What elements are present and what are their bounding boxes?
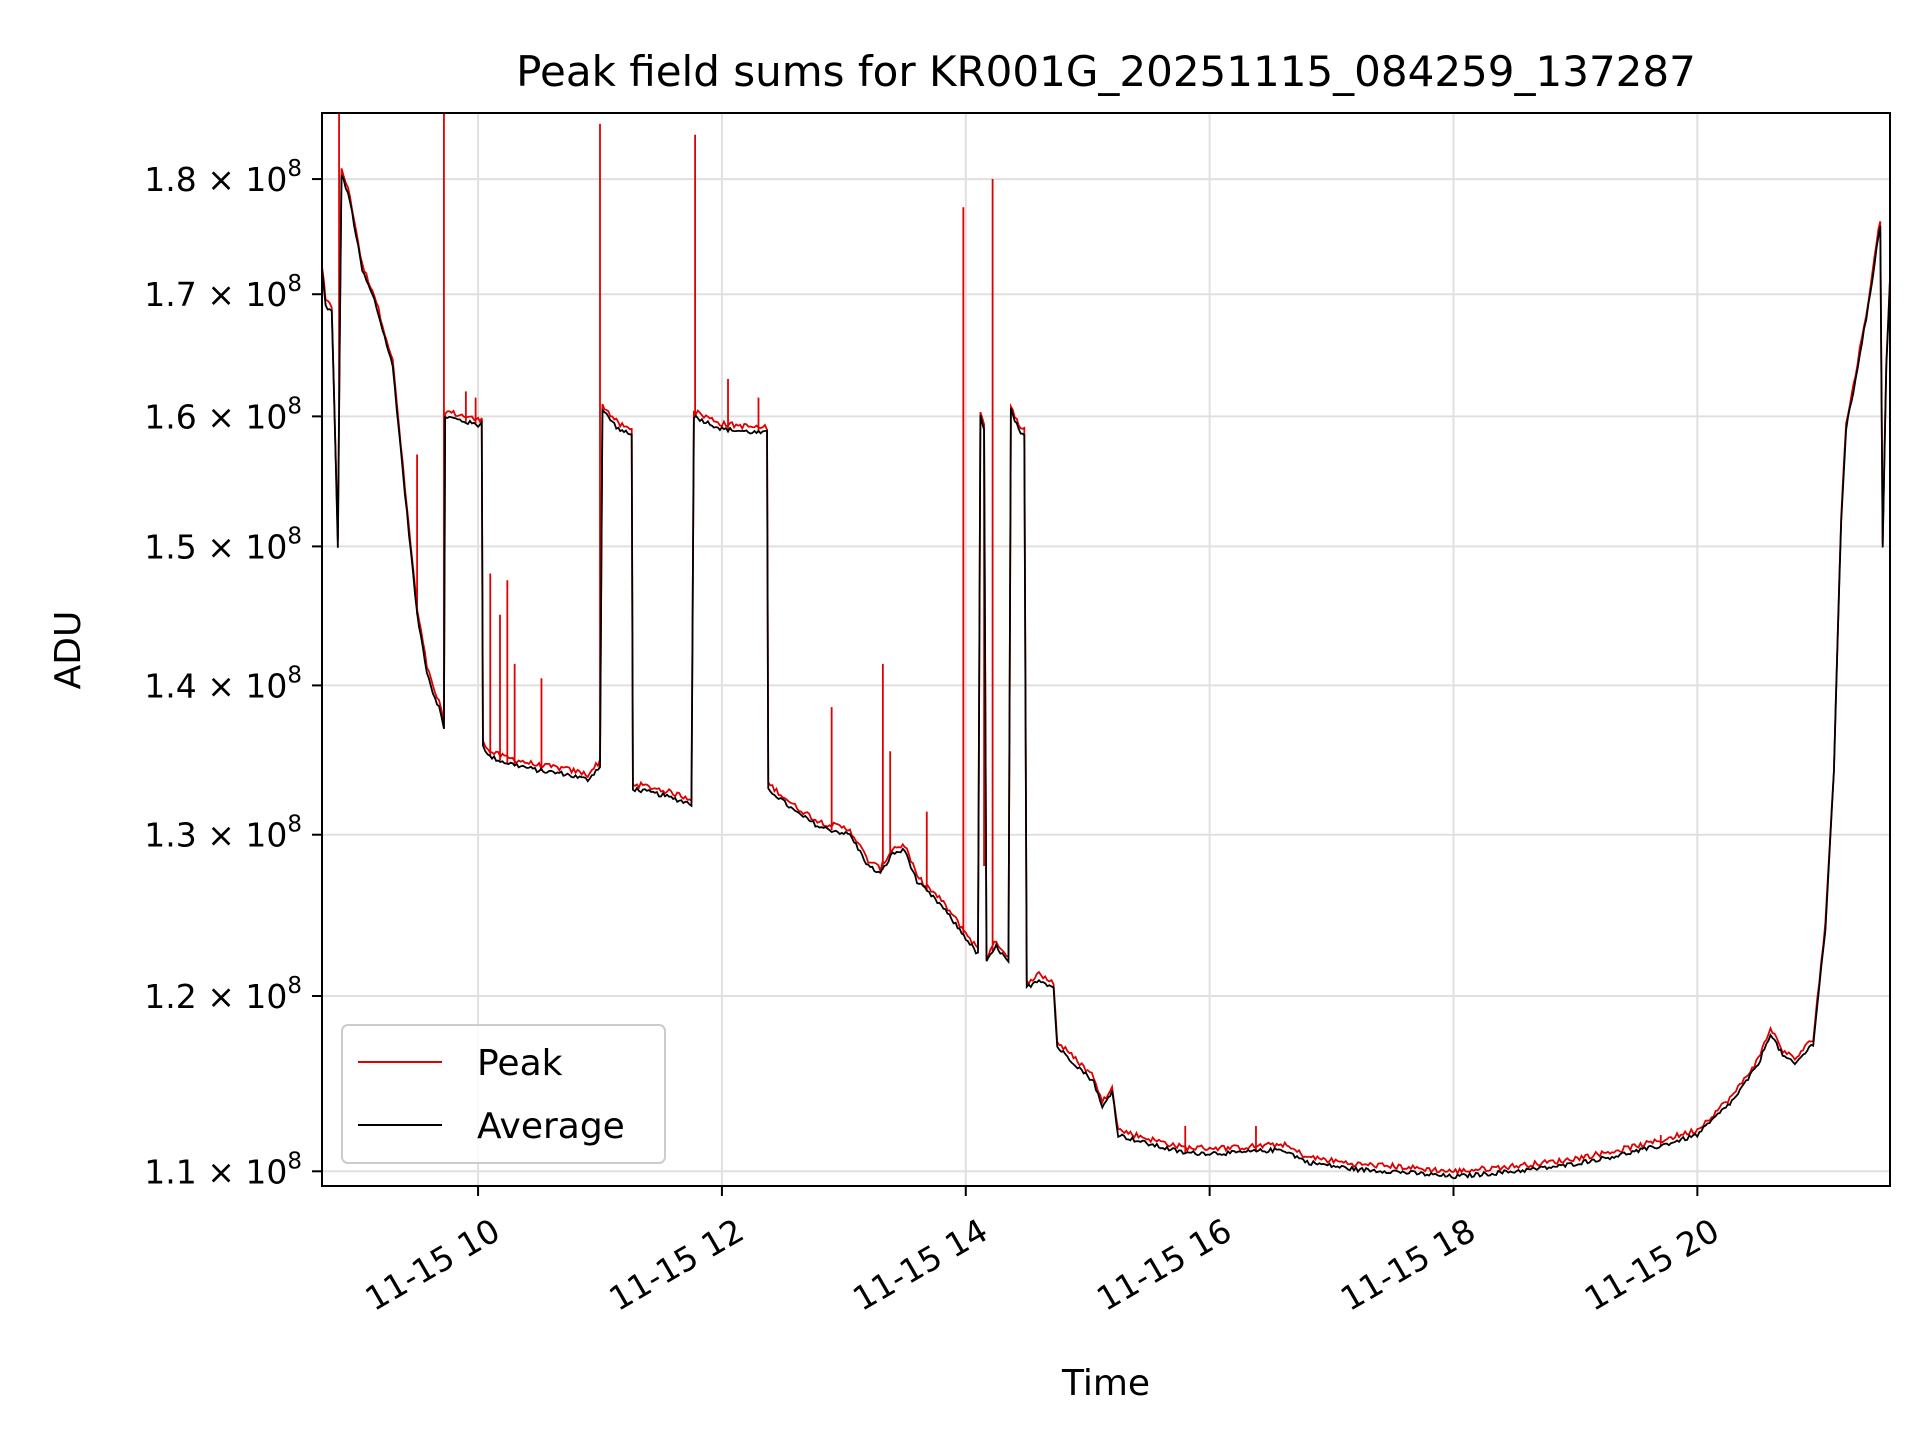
series-average-line <box>322 174 1890 1180</box>
y-tick-times: × 10 <box>197 1152 288 1191</box>
y-tick-exponent: 8 <box>287 662 302 688</box>
y-tick-times: × 10 <box>197 527 288 566</box>
y-tick-label: 1.1 × 108 <box>144 1148 302 1191</box>
y-tick-times: × 10 <box>197 397 288 436</box>
y-tick-exponent: 8 <box>287 973 302 999</box>
y-tick-mantissa: 1.2 <box>144 977 196 1016</box>
x-axis-label: Time <box>1061 1363 1150 1404</box>
legend-box <box>341 1024 666 1164</box>
y-tick-exponent: 8 <box>287 812 302 838</box>
axes-frame <box>321 112 1891 1187</box>
y-tick-label: 1.5 × 108 <box>144 523 302 566</box>
y-tick-label: 1.3 × 108 <box>144 812 302 855</box>
y-axis-label: ADU <box>48 611 89 690</box>
y-tick-exponent: 8 <box>287 156 302 182</box>
legend-label-average: Average <box>477 1106 625 1147</box>
y-tick-exponent: 8 <box>287 271 302 297</box>
legend-label-peak: Peak <box>477 1043 563 1084</box>
y-tick-mantissa: 1.1 <box>144 1152 196 1191</box>
y-tick-mantissa: 1.4 <box>144 666 196 705</box>
y-tick-mantissa: 1.6 <box>144 397 196 436</box>
y-tick-label: 1.6 × 108 <box>144 393 302 436</box>
y-tick-exponent: 8 <box>287 393 302 419</box>
y-tick-times: × 10 <box>197 666 288 705</box>
y-tick-mantissa: 1.7 <box>144 275 196 314</box>
y-tick-mantissa: 1.8 <box>144 160 196 199</box>
y-tick-times: × 10 <box>197 816 288 855</box>
y-tick-exponent: 8 <box>287 523 302 549</box>
y-tick-label: 1.2 × 108 <box>144 973 302 1016</box>
y-tick-label: 1.7 × 108 <box>144 271 302 314</box>
y-tick-label: 1.8 × 108 <box>144 156 302 199</box>
y-tick-times: × 10 <box>197 977 288 1016</box>
y-tick-label: 1.4 × 108 <box>144 662 302 705</box>
y-tick-mantissa: 1.5 <box>144 527 196 566</box>
plot-area <box>322 113 1890 1180</box>
grid-lines <box>322 113 1890 1186</box>
y-tick-exponent: 8 <box>287 1148 302 1174</box>
y-tick-times: × 10 <box>197 160 288 199</box>
chart-title: Peak field sums for KR001G_20251115_0842… <box>516 47 1696 96</box>
y-tick-mantissa: 1.3 <box>144 816 196 855</box>
y-tick-times: × 10 <box>197 275 288 314</box>
legend: Peak Average <box>341 1024 666 1164</box>
